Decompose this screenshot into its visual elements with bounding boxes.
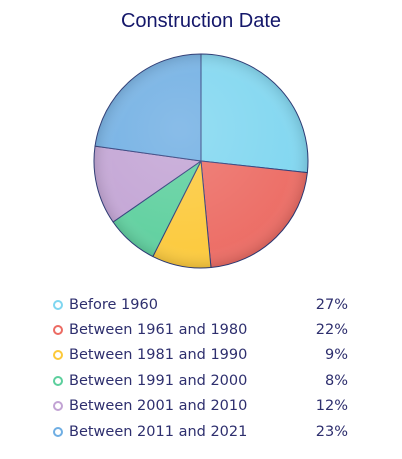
legend-item: Between 1991 and 2000 8% [53,368,348,393]
legend-value: 12% [315,398,348,415]
pie-svg [93,53,309,269]
legend-label: Between 1991 and 2000 [69,372,248,389]
pie-chart [88,48,314,274]
legend-marker-icon [53,375,63,386]
slice-before-1960 [200,53,309,174]
legend-label: Between 2001 and 2010 [69,398,248,415]
legend-item: Between 1981 and 1990 9% [53,343,348,368]
slice-2011-2021 [94,53,202,162]
legend-item: Between 1961 and 1980 22% [53,317,348,342]
legend-item: Between 2011 and 2021 23% [53,419,348,444]
legend-value: 8% [324,372,348,389]
legend-value: 22% [315,322,348,339]
legend-value: 23% [315,423,348,440]
legend-marker-icon [53,401,63,412]
chart-legend: Before 1960 27% Between 1961 and 1980 22… [53,292,348,444]
legend-value: 27% [315,296,348,313]
legend-label: Between 1981 and 1990 [69,347,248,364]
legend-label: Between 1961 and 1980 [69,322,248,339]
legend-item: Between 2001 and 2010 12% [53,394,348,419]
legend-item: Before 1960 27% [53,292,348,317]
chart-title: Construction Date [120,10,282,32]
legend-label: Between 2011 and 2021 [69,423,248,440]
slice-1961-1980 [200,160,308,269]
legend-marker-icon [53,426,63,437]
legend-marker-icon [53,350,63,361]
legend-value: 9% [324,347,348,364]
legend-marker-icon [53,325,63,336]
legend-marker-icon [53,299,63,310]
legend-label: Before 1960 [69,296,158,313]
